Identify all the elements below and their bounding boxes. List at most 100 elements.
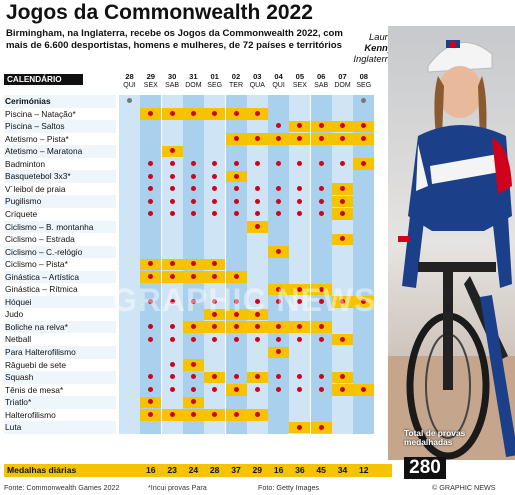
daily-medal-count: 12	[359, 465, 369, 475]
event-dot	[148, 299, 154, 305]
event-dot	[340, 236, 345, 242]
sport-row: Râguebi de sete	[4, 359, 392, 372]
event-dot	[233, 273, 239, 279]
event-dot	[190, 399, 196, 405]
event-dot	[254, 223, 260, 229]
sport-row: Ciclismo – B. montanha	[4, 220, 392, 233]
event-dot	[212, 211, 218, 217]
event-dot	[361, 135, 367, 141]
row-band	[4, 421, 116, 434]
daily-medal-count: 36	[295, 465, 305, 475]
event-dot	[212, 186, 218, 192]
day-number: 07	[338, 72, 347, 81]
day-weekday: QUI	[123, 82, 136, 89]
event-dot	[212, 311, 218, 317]
sport-row: Netball	[4, 333, 392, 346]
event-dot	[148, 336, 154, 342]
day-column-stripe	[332, 95, 353, 434]
event-dot	[297, 211, 303, 217]
para-note: *Incui provas Para	[148, 483, 207, 492]
event-dot	[190, 336, 196, 342]
event-dot	[148, 261, 154, 267]
event-dot	[190, 173, 196, 179]
event-dot	[190, 198, 196, 204]
event-dot	[127, 98, 132, 104]
event-dot	[190, 273, 196, 279]
event-dot	[254, 412, 260, 418]
athlete-country: Inglaterra	[353, 53, 393, 64]
sport-name: Hóquei	[5, 296, 32, 307]
row-band	[4, 396, 116, 409]
athlete-caption: Laura Kenny Inglaterra	[353, 31, 393, 64]
intro-text: Birmingham, na Inglaterra, recebe os Jog…	[6, 28, 343, 51]
event-dot	[361, 123, 367, 129]
row-band	[4, 120, 116, 133]
event-dot	[212, 412, 218, 418]
event-dot	[212, 324, 218, 330]
event-dot	[190, 161, 196, 167]
sport-name: Atetismo – Pista*	[5, 133, 69, 144]
sport-name: Ginástica – Artística	[5, 271, 80, 282]
event-dot	[254, 374, 260, 380]
sport-name: Ciclismo – Estrada	[5, 234, 75, 245]
event-dot	[190, 412, 196, 418]
event-dot	[297, 286, 303, 292]
daily-medal-count: 23	[167, 465, 177, 475]
daily-medals-row: Medalhas diárias 16 23 24 28 37 29 16 36 45 34 12	[4, 464, 392, 477]
event-dot	[318, 211, 324, 217]
day-weekday: QUI	[272, 82, 285, 89]
event-dot	[148, 412, 154, 418]
event-dot	[254, 299, 260, 305]
sport-row: Luta	[4, 421, 392, 434]
sport-row: Judo	[4, 308, 392, 321]
event-dot	[169, 386, 175, 392]
row-band	[4, 295, 116, 309]
event-dot	[318, 186, 324, 192]
event-dot	[169, 161, 175, 167]
sport-row: Ginástica – Artística	[4, 270, 392, 284]
event-dot	[361, 98, 367, 104]
day-number: 03	[253, 72, 262, 81]
event-dot	[190, 374, 196, 380]
event-dot	[361, 386, 367, 392]
event-dot	[318, 286, 324, 292]
event-dot	[233, 211, 239, 217]
event-dot	[233, 161, 239, 167]
sport-row: Boliche na relva*	[4, 320, 392, 334]
event-dot	[169, 211, 175, 217]
event-dot	[318, 424, 324, 430]
event-dot	[276, 198, 282, 204]
event-dot	[254, 186, 260, 192]
row-band	[4, 95, 116, 108]
sport-name: Críquete	[5, 208, 38, 219]
event-dot	[254, 110, 260, 116]
sport-name: Halterofilismo	[5, 409, 56, 420]
event-dot	[318, 374, 324, 380]
event-dot	[340, 135, 345, 141]
sport-row: Ciclismo – C.-relógio	[4, 245, 392, 259]
daily-medal-count: 45	[316, 465, 326, 475]
event-dot	[276, 336, 282, 342]
event-dot	[297, 123, 303, 129]
event-dot	[148, 161, 154, 167]
event-dot	[148, 198, 154, 204]
day-number: 28	[125, 72, 134, 81]
sport-name: Luta	[5, 422, 22, 433]
event-dot	[148, 324, 154, 330]
sport-name: Ciclismo – B. montanha	[5, 221, 94, 232]
sport-name: Ciclismo – Pista*	[5, 259, 68, 270]
sport-row: Ciclismo – Pista*	[4, 258, 392, 271]
event-dot	[297, 374, 303, 380]
event-dot	[361, 161, 367, 167]
event-dot	[340, 123, 345, 129]
event-dot	[212, 110, 218, 116]
event-dot	[297, 135, 303, 141]
daily-medal-count: 24	[188, 465, 199, 475]
event-dot	[297, 324, 303, 330]
event-dot	[297, 161, 303, 167]
day-number: 08	[359, 72, 369, 81]
athlete-photo	[388, 26, 515, 460]
event-dot	[169, 148, 175, 154]
event-dot	[297, 198, 303, 204]
event-dot	[318, 324, 324, 330]
